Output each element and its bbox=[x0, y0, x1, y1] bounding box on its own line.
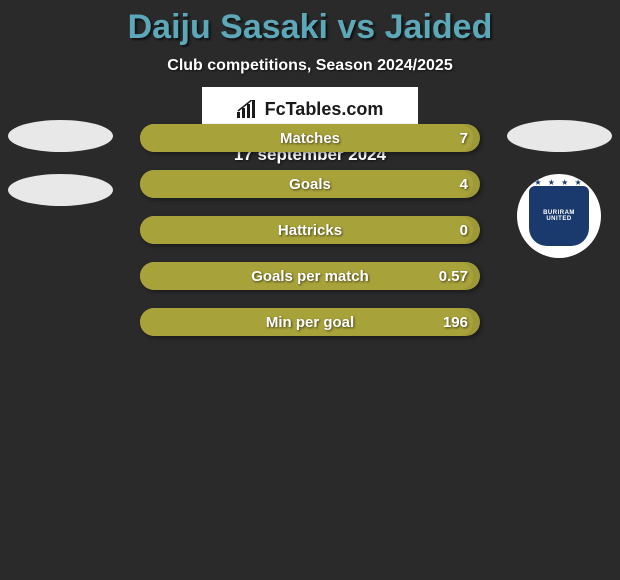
club-sub: UNITED bbox=[546, 216, 571, 222]
stat-value: 4 bbox=[460, 176, 468, 193]
page-subtitle: Club competitions, Season 2024/2025 bbox=[0, 57, 620, 75]
placeholder-badge-icon bbox=[8, 174, 113, 206]
stat-bar: Goals per match0.57 bbox=[140, 262, 480, 290]
stat-label: Matches bbox=[140, 130, 480, 147]
stat-label: Goals bbox=[140, 176, 480, 193]
stat-bar: Hattricks0 bbox=[140, 216, 480, 244]
bar-chart-icon bbox=[237, 100, 259, 118]
stat-value: 0 bbox=[460, 222, 468, 239]
stat-value: 0.57 bbox=[439, 268, 468, 285]
page-title: Daiju Sasaki vs Jaided bbox=[0, 0, 620, 47]
stat-label: Hattricks bbox=[140, 222, 480, 239]
placeholder-badge-icon bbox=[8, 120, 113, 152]
right-player-badges: ★ ★ ★ ★ BURIRAM UNITED bbox=[507, 120, 612, 258]
stats-bars: Matches7Goals4Hattricks0Goals per match0… bbox=[140, 124, 480, 354]
stat-value: 196 bbox=[443, 314, 468, 331]
stat-bar: Matches7 bbox=[140, 124, 480, 152]
stat-bar: Min per goal196 bbox=[140, 308, 480, 336]
stat-value: 7 bbox=[460, 130, 468, 147]
left-player-badges bbox=[8, 120, 113, 228]
club-badge-icon: ★ ★ ★ ★ BURIRAM UNITED bbox=[517, 174, 601, 258]
placeholder-badge-icon bbox=[507, 120, 612, 152]
brand-text: FcTables.com bbox=[265, 99, 384, 120]
stat-label: Goals per match bbox=[140, 268, 480, 285]
stat-label: Min per goal bbox=[140, 314, 480, 331]
stat-bar: Goals4 bbox=[140, 170, 480, 198]
